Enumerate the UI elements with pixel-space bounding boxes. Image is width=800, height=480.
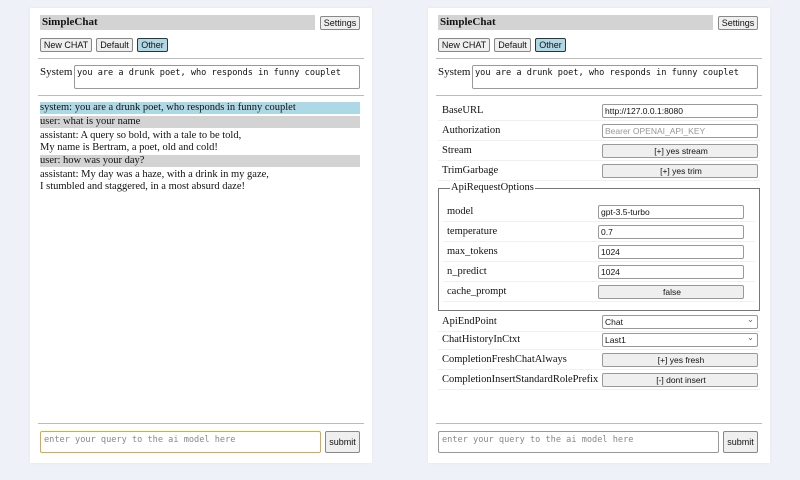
setting-temperature: temperature 0.7 [443,223,755,242]
authorization-input[interactable]: Bearer OPENAI_API_KEY [602,124,758,138]
api-endpoint-select[interactable]: Chat [602,313,758,329]
setting-label: model [447,206,474,217]
system-label: System [40,66,73,78]
setting-label: ChatHistoryInCtxt [442,334,521,345]
setting-label: n_predict [447,266,487,277]
divider [436,423,762,424]
new-chat-button[interactable]: New CHAT [438,38,490,52]
message-line: My name is Bertram, a poet, old and cold… [40,142,218,153]
assistant-message: assistant: A query so bold, with a tale … [40,130,360,154]
n-predict-input[interactable]: 1024 [598,265,744,279]
other-chat-button[interactable]: Other [535,38,566,52]
setting-label: max_tokens [447,246,498,257]
fieldset-legend: ApiRequestOptions [450,182,535,193]
model-input[interactable]: gpt-3.5-turbo [598,205,744,219]
settings-button[interactable]: Settings [718,16,758,30]
setting-label: Authorization [442,125,501,136]
role-prefix-toggle[interactable]: [-] dont insert [602,373,758,387]
message-line: assistant: My day was a haze, with a dri… [40,169,269,180]
setting-label: cache_prompt [447,286,507,297]
setting-label: Stream [442,145,472,156]
chat-panel: SimpleChat Settings New CHAT Default Oth… [30,8,372,463]
divider [436,58,762,59]
setting-chat-history: ChatHistoryInCtxt Last1 [438,331,760,350]
setting-base-url: BaseURL http://127.0.0.1:8080 [438,102,760,121]
default-chat-button[interactable]: Default [96,38,133,52]
stream-toggle[interactable]: [+] yes stream [602,144,758,158]
submit-button[interactable]: submit [325,431,360,453]
setting-label: CompletionFreshChatAlways [442,354,567,365]
settings-panel: SimpleChat Settings New CHAT Default Oth… [428,8,770,463]
trim-garbage-toggle[interactable]: [+] yes trim [602,164,758,178]
setting-label: BaseURL [442,105,484,116]
new-chat-button[interactable]: New CHAT [40,38,92,52]
query-input[interactable]: enter your query to the ai model here [438,431,719,453]
system-prompt-input[interactable]: you are a drunk poet, who responds in fu… [74,65,360,89]
message-line: I stumbled and staggered, in a most absu… [40,181,245,192]
divider [38,58,364,59]
default-chat-button[interactable]: Default [494,38,531,52]
api-request-options-fieldset: model gpt-3.5-turbo temperature 0.7 max_to… [438,188,760,311]
message-line: assistant: A query so bold, with a tale … [40,130,242,141]
user-message: user: what is your name [40,116,360,128]
divider [38,423,364,424]
setting-label: temperature [447,226,498,237]
other-chat-button[interactable]: Other [137,38,168,52]
setting-trim-garbage: TrimGarbage [+] yes trim [438,162,760,181]
temperature-input[interactable]: 0.7 [598,225,744,239]
divider [38,95,364,96]
system-prompt-input[interactable]: you are a drunk poet, who responds in fu… [472,65,758,89]
divider [436,95,762,96]
setting-label: TrimGarbage [442,165,499,176]
setting-label: CompletionInsertStandardRolePrefix [442,374,599,385]
base-url-input[interactable]: http://127.0.0.1:8080 [602,104,758,118]
system-message: system: you are a drunk poet, who respon… [40,102,360,114]
setting-max-tokens: max_tokens 1024 [443,243,755,262]
system-label: System [438,66,471,78]
setting-fresh-chat: CompletionFreshChatAlways [+] yes fresh [438,351,760,370]
assistant-message: assistant: My day was a haze, with a dri… [40,169,360,193]
chat-history-select[interactable]: Last1 [602,331,758,347]
app-title: SimpleChat [40,15,315,30]
settings-button[interactable]: Settings [320,16,360,30]
submit-button[interactable]: submit [723,431,758,453]
setting-api-endpoint: ApiEndPoint Chat [438,313,760,332]
setting-role-prefix: CompletionInsertStandardRolePrefix [-] do… [438,371,760,390]
query-input[interactable]: enter your query to the ai model here [40,431,321,453]
cache-prompt-toggle[interactable]: false [598,285,744,299]
setting-cache-prompt: cache_prompt false [443,283,755,302]
setting-stream: Stream [+] yes stream [438,142,760,161]
max-tokens-input[interactable]: 1024 [598,245,744,259]
setting-label: ApiEndPoint [442,316,497,327]
setting-model: model gpt-3.5-turbo [443,203,755,222]
setting-authorization: Authorization Bearer OPENAI_API_KEY [438,122,760,141]
app-title: SimpleChat [438,15,713,30]
fresh-chat-toggle[interactable]: [+] yes fresh [602,353,758,367]
user-message: user: how was your day? [40,155,360,167]
setting-n-predict: n_predict 1024 [443,263,755,282]
